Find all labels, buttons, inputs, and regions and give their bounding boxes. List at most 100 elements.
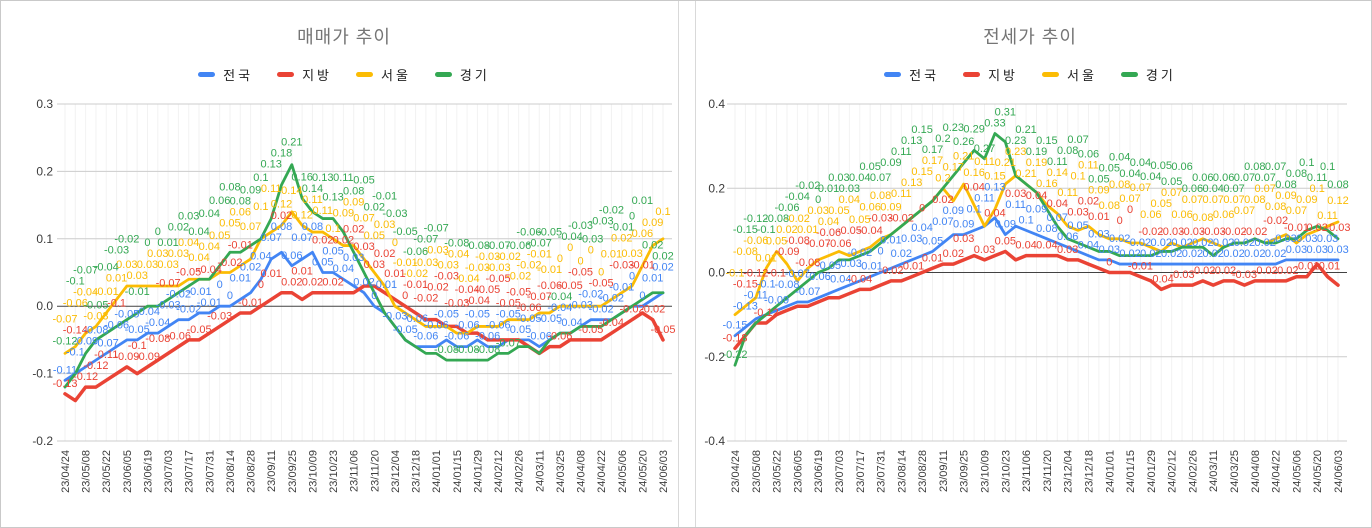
svg-text:0: 0 bbox=[629, 271, 635, 283]
svg-text:0.3: 0.3 bbox=[36, 97, 53, 111]
svg-text:0.02: 0.02 bbox=[374, 248, 395, 260]
svg-text:23/08/28: 23/08/28 bbox=[917, 450, 929, 493]
svg-text:24/01/15: 24/01/15 bbox=[452, 450, 464, 493]
svg-text:-0.06: -0.06 bbox=[516, 227, 541, 239]
svg-text:23/07/31: 23/07/31 bbox=[876, 450, 888, 493]
svg-text:23/09/25: 23/09/25 bbox=[287, 450, 299, 493]
svg-text:-0.05: -0.05 bbox=[434, 309, 459, 321]
svg-text:-0.07: -0.07 bbox=[52, 314, 77, 326]
svg-text:0.14: 0.14 bbox=[281, 185, 302, 197]
svg-text:-0.01: -0.01 bbox=[1284, 222, 1309, 234]
svg-text:-0.05: -0.05 bbox=[558, 280, 583, 292]
svg-text:-0.02: -0.02 bbox=[1211, 265, 1236, 277]
svg-text:-0.02: -0.02 bbox=[1253, 265, 1278, 277]
svg-text:-0.02: -0.02 bbox=[785, 213, 810, 225]
svg-text:0.2: 0.2 bbox=[708, 181, 725, 195]
svg-text:0: 0 bbox=[227, 290, 233, 302]
svg-text:-0.01: -0.01 bbox=[238, 297, 263, 309]
svg-text:0.02: 0.02 bbox=[322, 277, 343, 289]
svg-text:-0.07: -0.07 bbox=[806, 238, 831, 250]
svg-text:-0.1: -0.1 bbox=[66, 276, 85, 288]
svg-text:-0.07: -0.07 bbox=[527, 238, 552, 250]
svg-text:-0.2: -0.2 bbox=[704, 350, 725, 364]
svg-text:-0.03: -0.03 bbox=[1159, 226, 1184, 238]
seoul-series-swatch-icon bbox=[356, 72, 373, 77]
svg-text:0.07: 0.07 bbox=[1255, 183, 1276, 195]
legend-item-provincial: 지방 bbox=[963, 65, 1018, 84]
svg-text:-0.03: -0.03 bbox=[837, 258, 862, 270]
svg-text:-0.02: -0.02 bbox=[403, 268, 428, 280]
svg-text:0.02: 0.02 bbox=[652, 250, 673, 262]
svg-text:-0.03: -0.03 bbox=[485, 262, 510, 274]
svg-text:24/04/22: 24/04/22 bbox=[596, 450, 608, 493]
svg-text:-0.06: -0.06 bbox=[816, 227, 841, 239]
svg-text:-0.05: -0.05 bbox=[485, 273, 510, 285]
svg-text:0.05: 0.05 bbox=[1151, 160, 1172, 172]
svg-text:-0.01: -0.01 bbox=[609, 222, 634, 234]
svg-text:-0.02: -0.02 bbox=[578, 288, 603, 300]
svg-text:0.03: 0.03 bbox=[839, 183, 860, 195]
svg-text:0.05: 0.05 bbox=[322, 246, 343, 258]
svg-text:0.21: 0.21 bbox=[281, 137, 302, 149]
svg-text:24/01/29: 24/01/29 bbox=[472, 450, 484, 493]
svg-text:0.11: 0.11 bbox=[312, 205, 333, 217]
svg-text:0.02: 0.02 bbox=[1234, 237, 1255, 249]
svg-text:0.02: 0.02 bbox=[281, 277, 302, 289]
svg-text:0.29: 0.29 bbox=[963, 123, 984, 135]
svg-text:0: 0 bbox=[598, 266, 604, 278]
svg-text:0.04: 0.04 bbox=[1140, 171, 1161, 183]
svg-text:0.02: 0.02 bbox=[1244, 248, 1265, 260]
svg-text:-0.05: -0.05 bbox=[465, 309, 490, 321]
svg-text:0.02: 0.02 bbox=[611, 233, 632, 245]
jeonse-chart-title: 전세가 추이 bbox=[983, 27, 1077, 47]
svg-text:0.06: 0.06 bbox=[1213, 209, 1234, 221]
svg-text:-0.06: -0.06 bbox=[485, 320, 510, 332]
svg-text:0.03: 0.03 bbox=[147, 248, 168, 260]
svg-text:0.03: 0.03 bbox=[178, 211, 199, 223]
svg-text:0.03: 0.03 bbox=[1296, 233, 1317, 245]
svg-text:-0.06: -0.06 bbox=[506, 240, 531, 252]
svg-text:0.06: 0.06 bbox=[1078, 148, 1099, 160]
svg-text:0: 0 bbox=[877, 246, 883, 258]
svg-text:0.01: 0.01 bbox=[291, 266, 312, 278]
svg-text:0.01: 0.01 bbox=[230, 272, 251, 284]
svg-text:-0.11: -0.11 bbox=[53, 364, 77, 376]
svg-text:0.08: 0.08 bbox=[1036, 223, 1057, 235]
svg-text:-0.05: -0.05 bbox=[393, 324, 418, 336]
svg-text:-0.11: -0.11 bbox=[744, 289, 768, 301]
svg-text:-0.05: -0.05 bbox=[816, 260, 841, 272]
svg-text:0.04: 0.04 bbox=[1047, 198, 1068, 210]
svg-text:-0.03: -0.03 bbox=[465, 262, 490, 274]
legend-label-provincial: 지방 bbox=[988, 68, 1018, 83]
svg-text:-0.06: -0.06 bbox=[413, 331, 438, 343]
svg-text:0: 0 bbox=[557, 253, 563, 265]
svg-text:-0.07: -0.07 bbox=[496, 337, 521, 349]
svg-text:0.02: 0.02 bbox=[271, 210, 292, 222]
svg-text:0.1: 0.1 bbox=[966, 203, 981, 215]
svg-text:0: 0 bbox=[217, 279, 223, 291]
svg-text:-0.05: -0.05 bbox=[475, 284, 500, 296]
svg-text:-0.07: -0.07 bbox=[94, 337, 119, 349]
svg-text:24/05/06: 24/05/06 bbox=[617, 450, 629, 493]
svg-text:0.07: 0.07 bbox=[1067, 134, 1088, 146]
svg-text:0: 0 bbox=[1117, 215, 1123, 227]
svg-text:-0.07: -0.07 bbox=[73, 265, 98, 277]
svg-text:0.04: 0.04 bbox=[199, 241, 220, 253]
svg-text:0.04: 0.04 bbox=[1119, 168, 1140, 180]
svg-text:-0.03: -0.03 bbox=[434, 260, 459, 272]
svg-text:-0.04: -0.04 bbox=[94, 261, 119, 273]
legend-label-national: 전국 bbox=[909, 68, 940, 83]
svg-text:-0.01: -0.01 bbox=[1294, 261, 1319, 273]
svg-text:0.01: 0.01 bbox=[818, 183, 839, 195]
svg-text:-0.4: -0.4 bbox=[704, 434, 725, 448]
svg-text:0.01: 0.01 bbox=[384, 268, 405, 280]
svg-text:0.08: 0.08 bbox=[1327, 179, 1348, 191]
svg-text:-0.15: -0.15 bbox=[722, 320, 747, 332]
svg-text:-0.02: -0.02 bbox=[620, 304, 645, 316]
svg-text:23/07/03: 23/07/03 bbox=[163, 450, 175, 493]
sale-chart-title: 매매가 추이 bbox=[297, 27, 391, 47]
svg-text:-0.05: -0.05 bbox=[393, 226, 418, 238]
svg-text:0.03: 0.03 bbox=[1005, 188, 1026, 200]
svg-text:-0.04: -0.04 bbox=[455, 284, 480, 296]
svg-text:0.16: 0.16 bbox=[291, 171, 312, 183]
